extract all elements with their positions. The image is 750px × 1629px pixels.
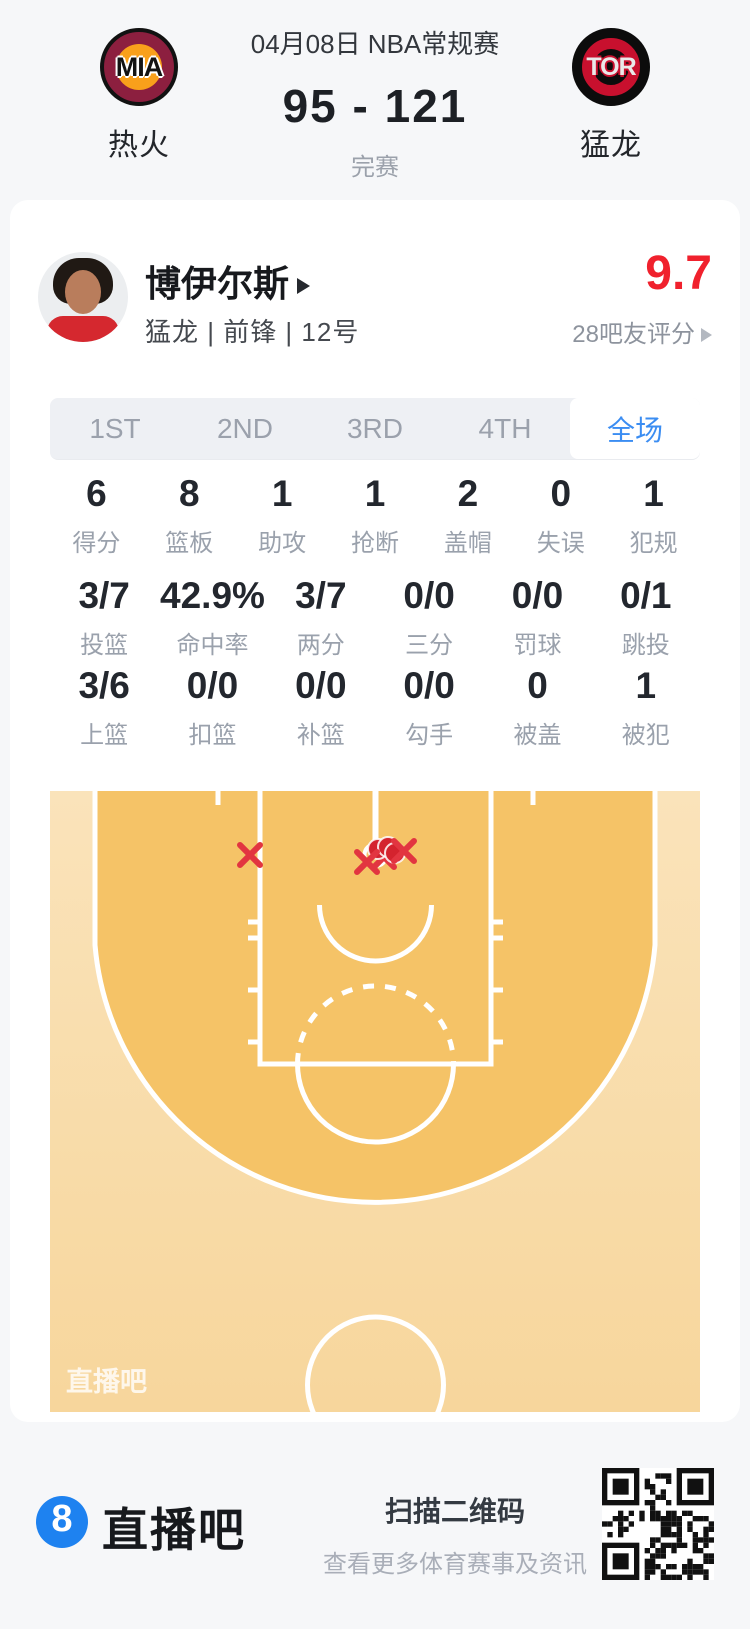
stat-fg-pct: 42.9% 命中率: [160, 575, 265, 659]
player-name: 博伊尔斯: [145, 263, 290, 304]
free-throw-circle-solid: [295, 1063, 456, 1145]
player-stats-card: 博伊尔斯 猛龙 | 前锋 | 12号 9.7 28吧友评分 1ST 2ND 3R…: [10, 200, 740, 1456]
tab-2nd[interactable]: 2ND: [216, 412, 273, 444]
stat-steals: 1 抢断: [351, 473, 399, 557]
player-meta: 猛龙 | 前锋 | 12号: [145, 317, 360, 347]
avatar-face: [65, 270, 101, 314]
stat-fg: 3/7 投篮: [78, 575, 130, 659]
free-throw-circle-dashed: [295, 983, 456, 1065]
shot-markers: [237, 836, 417, 875]
home-team: MIA 热火: [59, 28, 219, 164]
restricted-area-arc: [317, 904, 434, 964]
lane-hash-marks-right: [491, 919, 503, 1045]
lane-hash-marks-left: [248, 919, 260, 1045]
stat-fouled: 1 被犯: [621, 665, 670, 749]
chevron-right-icon: [297, 278, 311, 295]
stat-assists: 1 助攻: [258, 473, 307, 557]
stat-blocks: 2 盖帽: [443, 473, 492, 557]
player-rating: 9.7: [645, 247, 712, 300]
key-lane-lines: [257, 791, 494, 1067]
court-svg: 直播吧: [50, 791, 700, 1456]
home-team-name: 热火: [108, 129, 170, 162]
tor-logo-ring: [582, 38, 640, 96]
qr-title: 扫描二维码: [384, 1496, 525, 1527]
missed-shot-marker: [354, 849, 380, 875]
stat-2pt: 3/7 两分: [295, 575, 347, 659]
stat-row-shot-types: 3/6 上篮 0/0 扣篮 0/0 补篮 0/0 勾手 0 被盖 1 被犯: [50, 664, 700, 750]
tab-3rd[interactable]: 3RD: [346, 412, 403, 444]
quarter-tabbar: 1ST 2ND 3RD 4TH 全场: [50, 398, 700, 460]
stat-hook: 0/0 勾手: [403, 665, 455, 749]
stat-row-basic: 6 得分 8 篮板 1 助攻 1 抢断 2 盖帽 0 失误 1 犯规: [50, 472, 700, 558]
stat-ft: 0/0 罚球: [511, 575, 564, 659]
chevron-right-icon: [701, 328, 712, 342]
match-status: 完赛: [351, 154, 399, 181]
stat-fouls: 1 犯规: [629, 473, 678, 557]
stat-jumpshot: 0/1 跳投: [620, 575, 672, 659]
away-team: TOR 猛龙: [531, 28, 691, 164]
player-avatar[interactable]: [38, 252, 128, 342]
stat-dunk: 0/0 扣篮: [186, 665, 239, 749]
stat-layup: 3/6 上篮: [78, 665, 130, 749]
brand-mark: 8: [51, 1498, 73, 1540]
qr-subtitle: 查看更多体育赛事及资讯: [323, 1551, 587, 1578]
three-point-line: [92, 791, 658, 1205]
stat-turnovers: 0 失误: [536, 473, 585, 557]
away-team-name: 猛龙: [580, 129, 642, 162]
stat-got-blocked: 0 被盖: [513, 665, 562, 749]
away-team-abbr: TOR: [586, 53, 636, 81]
stat-rebounds: 8 篮板: [165, 473, 214, 557]
brand-name: 直播吧: [102, 1504, 246, 1556]
scoreboard: MIA 热火 04月08日 NBA常规赛 95 - 121 完赛 TOR 猛龙: [0, 0, 750, 195]
missed-shot-marker: [391, 838, 417, 864]
rating-note: 28吧友评分: [572, 321, 695, 348]
missed-shot-marker: [237, 842, 263, 868]
shot-chart-court: 直播吧: [50, 791, 700, 1456]
match-center-info: 04月08日 NBA常规赛 95 - 121 完赛: [185, 0, 565, 182]
rating-note-link[interactable]: 28吧友评分: [572, 314, 712, 349]
stat-row-shooting: 3/7 投篮 42.9% 命中率 3/7 两分 0/0 三分 0/0 罚球 0/1 跳投: [50, 574, 700, 660]
mia-logo-ball: [116, 44, 162, 90]
stat-points: 6 得分: [72, 473, 121, 557]
footer: 8 直播吧 扫描二维码 查看更多体育赛事及资讯: [0, 1422, 750, 1629]
tab-4th[interactable]: 4TH: [478, 412, 532, 444]
stat-3pt: 0/0 三分: [403, 575, 455, 659]
zhibo8-logo-icon: 8: [36, 1496, 88, 1548]
court-watermark: 直播吧: [66, 1367, 147, 1397]
baseline-hash-marks: [215, 791, 536, 805]
match-score: 95 - 121: [282, 80, 468, 132]
tab-full-game[interactable]: 全场: [570, 398, 700, 459]
stat-putback: 0/0 补篮: [295, 665, 347, 749]
match-date: 04月08日 NBA常规赛: [250, 29, 500, 59]
home-team-abbr: MIA: [115, 52, 164, 82]
court-inside-arc-area: [95, 791, 655, 1203]
qr-code: [602, 1468, 714, 1580]
mia-team-logo-icon: MIA: [100, 28, 178, 106]
qr-texts: 扫描二维码 查看更多体育赛事及资讯: [320, 1490, 590, 1579]
tab-1st[interactable]: 1ST: [89, 412, 141, 444]
avatar-jersey: [47, 316, 119, 342]
tor-team-logo-icon: TOR: [572, 28, 650, 106]
rating-box: 9.7 28吧友评分: [572, 248, 712, 349]
player-name-link[interactable]: 博伊尔斯: [145, 255, 311, 307]
